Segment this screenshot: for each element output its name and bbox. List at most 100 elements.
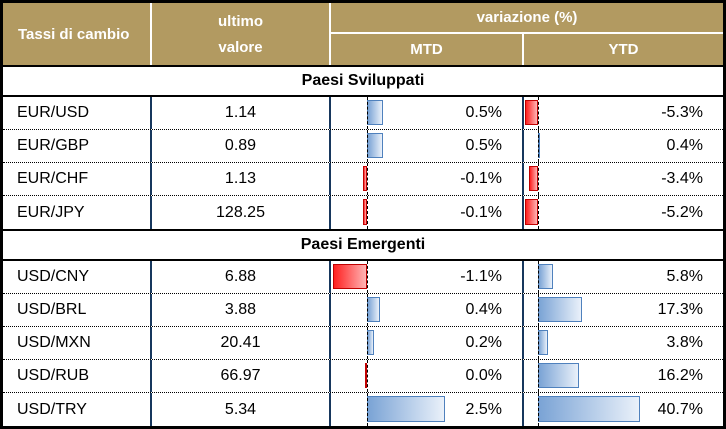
- ytd-cell: 40.7%: [524, 393, 723, 426]
- last-value: 66.97: [152, 360, 331, 392]
- mtd-cell: 2.5%: [331, 393, 524, 426]
- baseline-axis: [538, 163, 539, 195]
- last-value: 6.88: [152, 261, 331, 293]
- mtd-data-bar: [363, 166, 367, 191]
- mtd-cell: 0.5%: [331, 130, 524, 162]
- baseline-axis: [367, 130, 368, 162]
- baseline-axis: [538, 196, 539, 229]
- table-row-usdcny: USD/CNY 6.88 -1.1% 5.8%: [3, 261, 723, 294]
- currency-pair: EUR/CHF: [3, 163, 152, 195]
- ytd-cell: 17.3%: [524, 294, 723, 326]
- developed-rows: EUR/USD 1.14 0.5% -5.3% EUR/GBP 0.89 0.5…: [3, 97, 723, 229]
- baseline-axis: [538, 294, 539, 326]
- mtd-cell: 0.4%: [331, 294, 524, 326]
- currency-pair: EUR/GBP: [3, 130, 152, 162]
- mtd-value: 2.5%: [465, 400, 502, 418]
- table-row-usdmxn: USD/MXN 20.41 0.2% 3.8%: [3, 327, 723, 360]
- baseline-axis: [538, 130, 539, 162]
- mtd-value: 0.5%: [465, 104, 502, 121]
- ytd-value: -5.3%: [661, 104, 703, 121]
- last-value: 20.41: [152, 327, 331, 359]
- mtd-value: 0.2%: [465, 334, 502, 351]
- mtd-data-bar: [363, 199, 367, 225]
- table-row-usdtry: USD/TRY 5.34 2.5% 40.7%: [3, 393, 723, 426]
- ytd-cell: -5.3%: [524, 97, 723, 129]
- ytd-data-bar: [525, 100, 538, 125]
- mtd-data-bar: [367, 297, 380, 322]
- mtd-cell: 0.0%: [331, 360, 524, 392]
- header-last-value: ultimo valore: [152, 3, 331, 65]
- ytd-value: -5.2%: [661, 203, 703, 221]
- baseline-axis: [367, 261, 368, 293]
- mtd-cell: 0.2%: [331, 327, 524, 359]
- last-value: 1.14: [152, 97, 331, 129]
- ytd-cell: 16.2%: [524, 360, 723, 392]
- ytd-data-bar: [538, 264, 553, 289]
- ytd-cell: -5.2%: [524, 196, 723, 229]
- mtd-data-bar: [365, 363, 367, 388]
- mtd-data-bar: [333, 264, 367, 289]
- mtd-data-bar: [367, 133, 383, 158]
- table-row-eurusd: EUR/USD 1.14 0.5% -5.3%: [3, 97, 723, 130]
- ytd-data-bar: [538, 297, 582, 322]
- baseline-axis: [367, 327, 368, 359]
- mtd-cell: -0.1%: [331, 196, 524, 229]
- baseline-axis: [367, 163, 368, 195]
- last-value: 5.34: [152, 393, 331, 426]
- mtd-value: 0.4%: [465, 301, 502, 318]
- baseline-axis: [367, 360, 368, 392]
- header-variation-label: variazione (%): [331, 3, 723, 34]
- ytd-cell: 5.8%: [524, 261, 723, 293]
- baseline-axis: [367, 196, 368, 229]
- header-last-value-line1: ultimo: [218, 12, 263, 30]
- mtd-value: -1.1%: [460, 268, 502, 285]
- section-title-developed: Paesi Sviluppati: [3, 65, 723, 97]
- ytd-data-bar: [538, 363, 579, 388]
- table-row-eurchf: EUR/CHF 1.13 -0.1% -3.4%: [3, 163, 723, 196]
- baseline-axis: [538, 97, 539, 129]
- mtd-value: 0.5%: [465, 137, 502, 154]
- ytd-value: 40.7%: [657, 400, 703, 418]
- last-value: 1.13: [152, 163, 331, 195]
- ytd-cell: 0.4%: [524, 130, 723, 162]
- ytd-data-bar: [525, 199, 538, 225]
- mtd-cell: 0.5%: [331, 97, 524, 129]
- mtd-value: 0.0%: [465, 367, 502, 384]
- table-row-eurjpy: EUR/JPY 128.25 -0.1% -5.2%: [3, 196, 723, 229]
- ytd-value: -3.4%: [661, 170, 703, 187]
- mtd-cell: -0.1%: [331, 163, 524, 195]
- currency-pair: USD/BRL: [3, 294, 152, 326]
- currency-pair: EUR/USD: [3, 97, 152, 129]
- ytd-data-bar: [538, 396, 640, 422]
- section-title-emerging: Paesi Emergenti: [3, 229, 723, 261]
- baseline-axis: [367, 97, 368, 129]
- header-rates-label: Tassi di cambio: [3, 3, 152, 65]
- currency-pair: USD/TRY: [3, 393, 152, 426]
- ytd-value: 5.8%: [666, 268, 703, 285]
- header-ytd-label: YTD: [608, 41, 639, 58]
- baseline-axis: [367, 294, 368, 326]
- ytd-value: 16.2%: [657, 367, 703, 384]
- mtd-data-bar: [367, 330, 374, 355]
- currency-pair: EUR/JPY: [3, 196, 152, 229]
- mtd-value: -0.1%: [460, 170, 502, 187]
- baseline-axis: [538, 261, 539, 293]
- last-value: 128.25: [152, 196, 331, 229]
- table-row-eurgbp: EUR/GBP 0.89 0.5% 0.4%: [3, 130, 723, 163]
- currency-pair: USD/RUB: [3, 360, 152, 392]
- ytd-value: 17.3%: [657, 301, 703, 318]
- ytd-data-bar: [529, 166, 538, 191]
- emerging-rows: USD/CNY 6.88 -1.1% 5.8% USD/BRL 3.88 0.4…: [3, 261, 723, 426]
- baseline-axis: [538, 393, 539, 426]
- ytd-cell: -3.4%: [524, 163, 723, 195]
- mtd-cell: -1.1%: [331, 261, 524, 293]
- currency-pair: USD/CNY: [3, 261, 152, 293]
- header-last-value-line2: valore: [218, 38, 263, 56]
- table-row-usdrub: USD/RUB 66.97 0.0% 16.2%: [3, 360, 723, 393]
- header-mtd-label: MTD: [331, 34, 524, 65]
- baseline-axis: [538, 327, 539, 359]
- ytd-value: 3.8%: [666, 334, 703, 351]
- ytd-cell: 3.8%: [524, 327, 723, 359]
- table-row-usdbrl: USD/BRL 3.88 0.4% 17.3%: [3, 294, 723, 327]
